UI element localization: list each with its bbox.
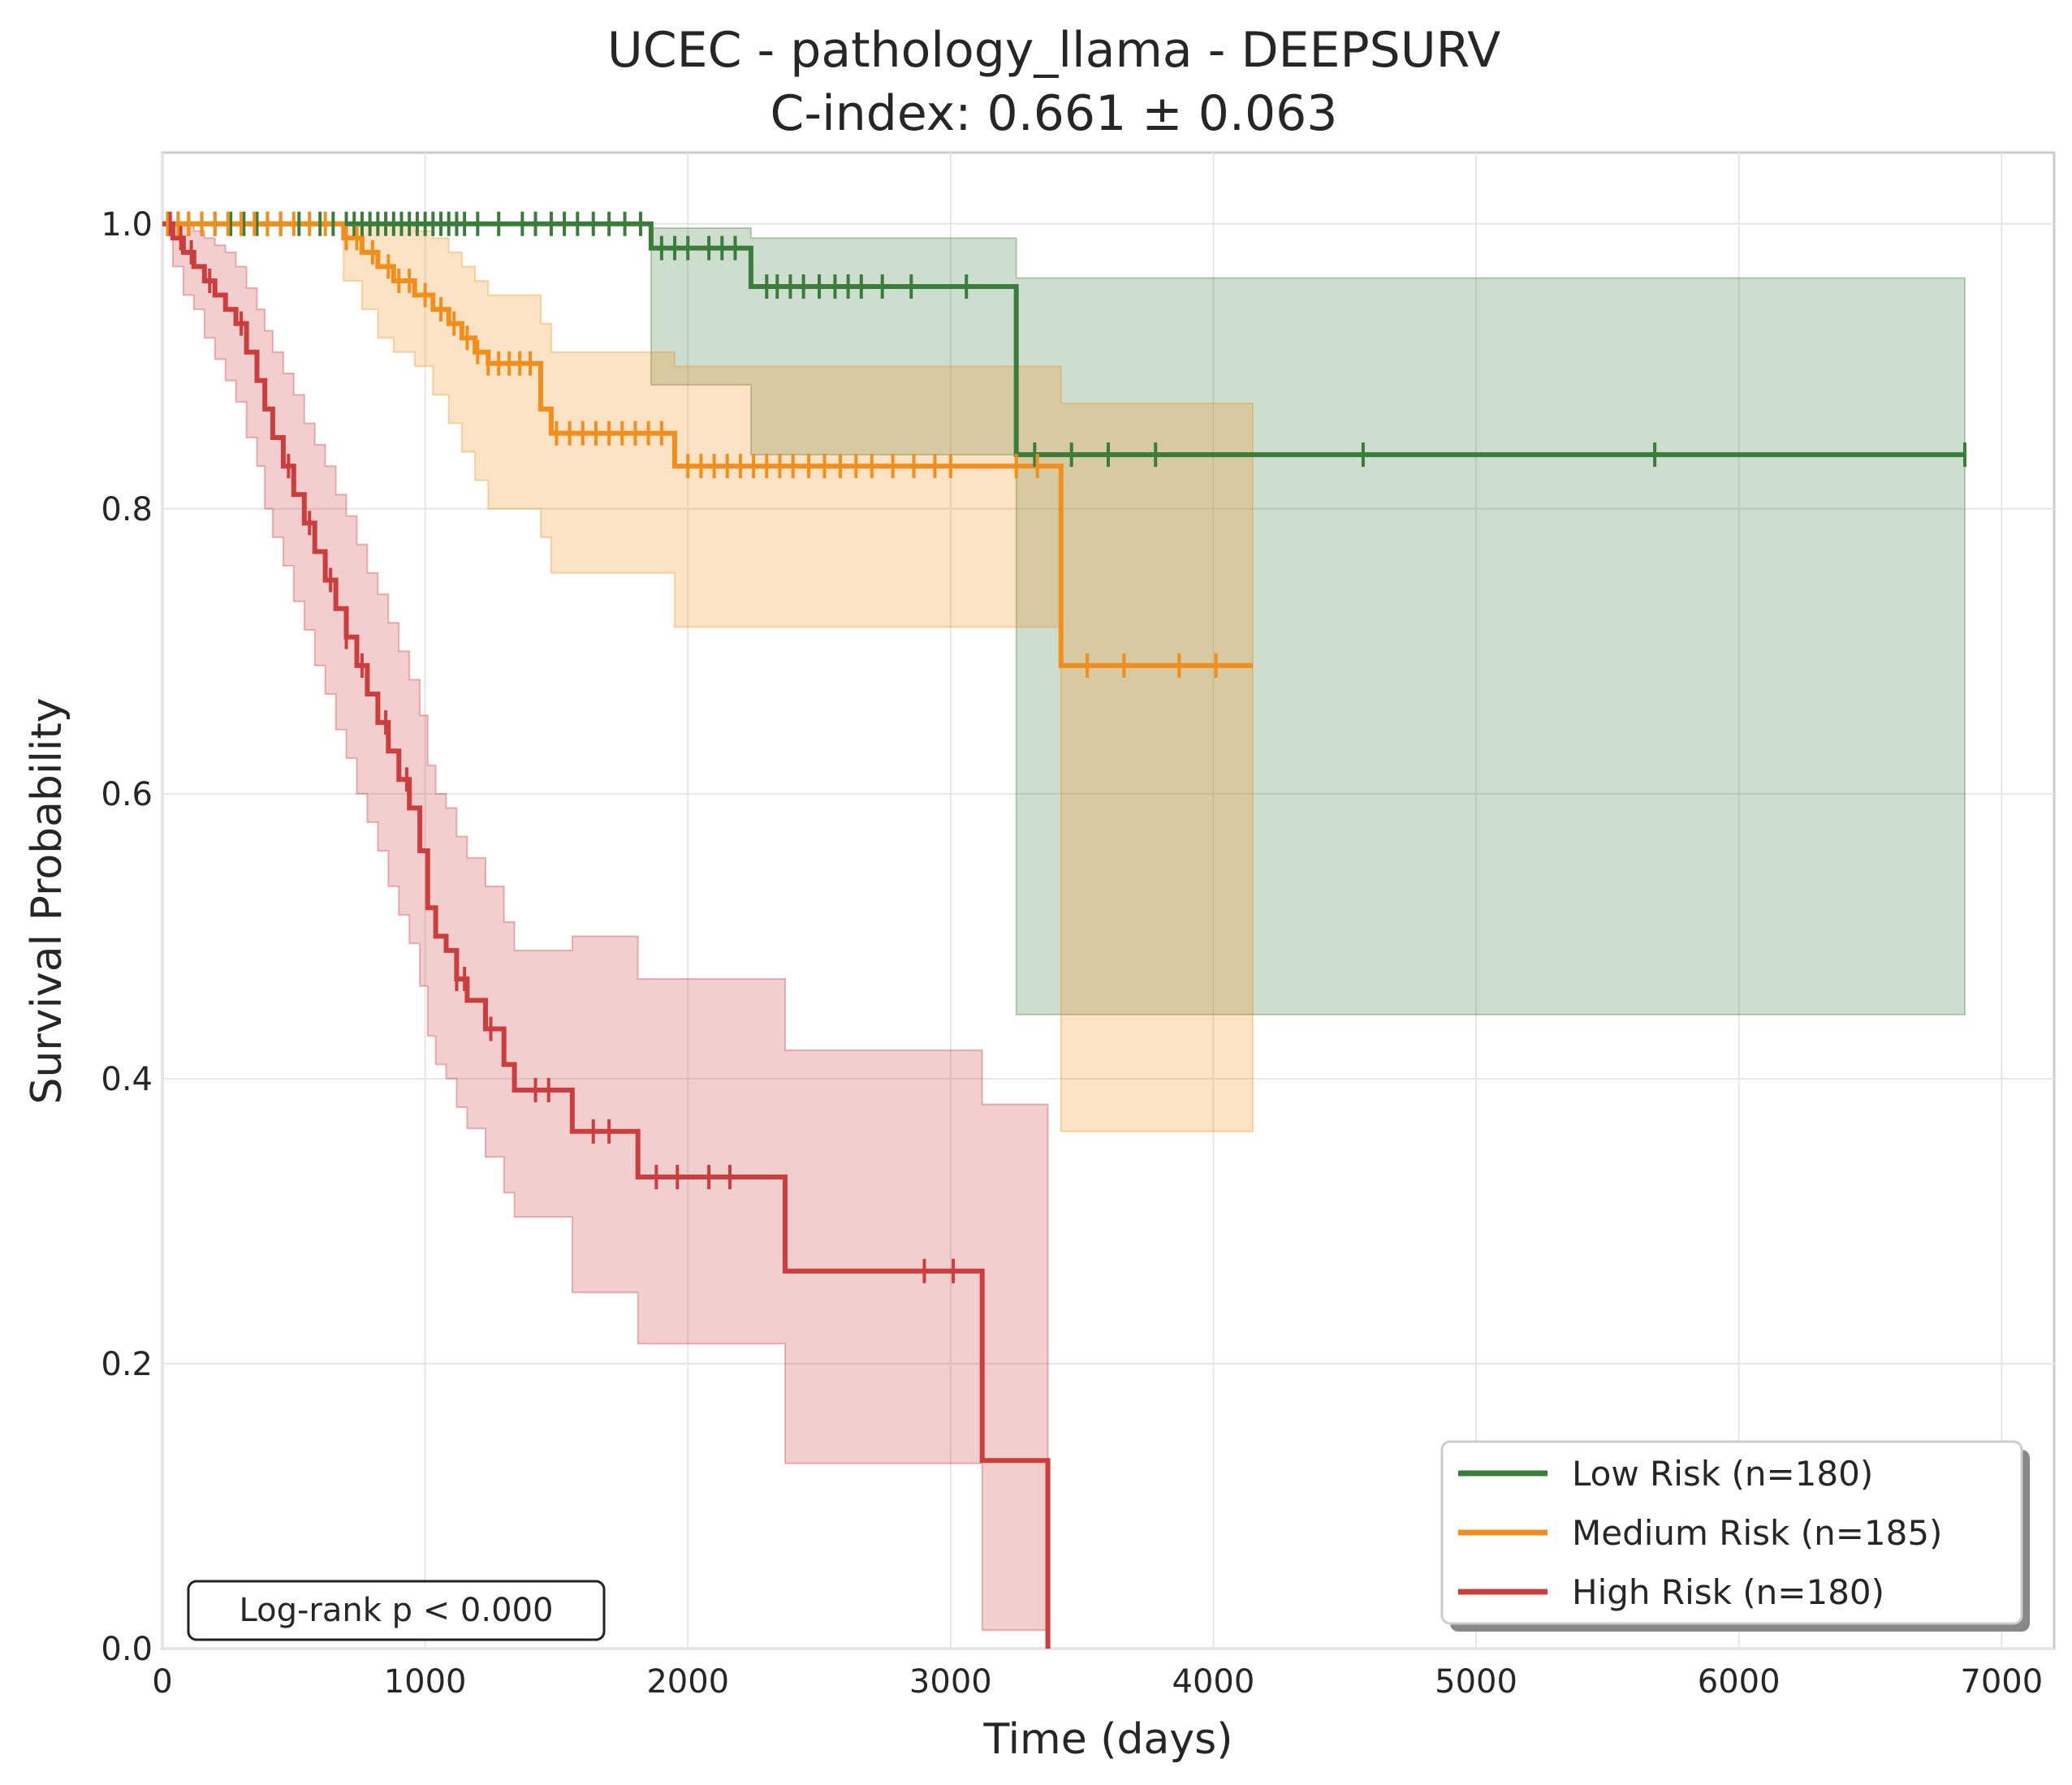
y-axis-label: Survival Probability	[23, 697, 71, 1104]
legend: Low Risk (n=180) Medium Risk (n=185) High …	[1440, 1440, 2030, 1632]
legend-items: Low Risk (n=180) Medium Risk (n=185) High …	[1458, 1454, 1942, 1612]
x-axis-label: Time (days)	[982, 1715, 1232, 1764]
log-rank-text: Log-rank p < 0.000	[240, 1592, 554, 1629]
high-risk-curve	[162, 221, 1051, 1649]
x-tick-label: 2000	[646, 1663, 729, 1701]
censor-marks	[166, 211, 1966, 1283]
y-tick-label: 0.6	[101, 776, 153, 813]
medium-risk-ci-band	[162, 222, 1254, 1132]
high-legend-label: High Risk (n=180)	[1572, 1572, 1884, 1612]
low-risk-ci-band	[162, 222, 1966, 1015]
tick-labels: 0 1000 2000 3000 4000 5000 6000 7000 0.0 0.2 0.4 0.…	[101, 206, 2043, 1701]
x-tick-label: 5000	[1435, 1663, 1517, 1701]
y-tick-label: 0.0	[101, 1631, 153, 1668]
y-tick-label: 0.2	[101, 1346, 153, 1383]
x-tick-label: 7000	[1960, 1663, 2043, 1701]
chart-title: UCEC - pathology_llama - DEEPSURV	[607, 22, 1500, 79]
y-tick-label: 1.0	[101, 206, 153, 244]
low-legend-label: Low Risk (n=180)	[1572, 1454, 1873, 1494]
y-tick-label: 0.4	[101, 1061, 153, 1098]
x-tick-label: 0	[152, 1663, 172, 1701]
x-tick-label: 1000	[384, 1663, 467, 1701]
medium-legend-label: Medium Risk (n=185)	[1572, 1513, 1942, 1553]
low-risk-curve	[162, 221, 1965, 458]
grid-lines	[162, 153, 2054, 1649]
confidence-bands	[162, 222, 1966, 1649]
annotation-box	[187, 1580, 606, 1641]
chart-subtitle: C-index: 0.661 ± 0.063	[771, 85, 1338, 142]
x-tick-label: 4000	[1172, 1663, 1255, 1701]
x-tick-label: 3000	[909, 1663, 992, 1701]
log-rank-annotation: Log-rank p < 0.000	[187, 1580, 606, 1641]
legend-box	[1440, 1440, 2023, 1625]
x-tick-label: 6000	[1698, 1663, 1781, 1701]
y-tick-label: 0.8	[101, 491, 153, 528]
